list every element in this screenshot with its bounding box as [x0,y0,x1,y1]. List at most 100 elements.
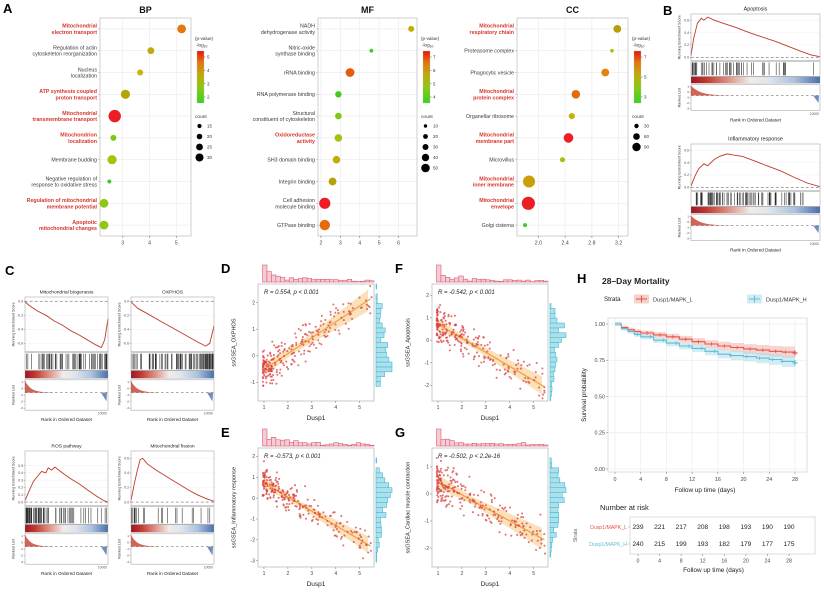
svg-text:5: 5 [358,571,361,577]
svg-text:20: 20 [207,134,213,139]
svg-text:0: 0 [426,338,429,344]
svg-text:50: 50 [433,166,439,171]
svg-text:protein complex: protein complex [473,95,514,101]
svg-text:3: 3 [484,405,487,411]
svg-text:3: 3 [484,571,487,577]
svg-text:-2: -2 [126,400,129,404]
svg-text:40: 40 [433,155,439,160]
svg-text:Structural: Structural [292,111,315,117]
svg-text:20: 20 [743,559,749,565]
svg-text:OXPHOS: OXPHOS [162,290,184,296]
svg-text:Apoptotic: Apoptotic [72,220,97,226]
svg-text:Phagocytic vesicle: Phagocytic vesicle [470,70,514,76]
svg-text:RNA polymerase binding: RNA polymerase binding [257,92,315,98]
svg-text:Apoptosis: Apoptosis [744,7,768,13]
svg-text:Mitochondrial: Mitochondrial [62,111,97,117]
svg-text:1: 1 [426,465,429,471]
svg-text:Mitochondrial: Mitochondrial [479,133,514,139]
svg-text:-3: -3 [126,560,129,564]
svg-text:Dusp1/MAPK_L: Dusp1/MAPK_L [590,525,627,531]
svg-text:ssGSEA_Inflammatory response: ssGSEA_Inflammatory response [232,467,238,548]
svg-text:-1: -1 [20,547,23,551]
svg-text:-2: -2 [425,546,430,552]
svg-text:24: 24 [766,477,772,483]
svg-text:0.0: 0.0 [684,186,689,190]
svg-text:Nucleus: Nucleus [78,67,97,73]
svg-text:Mitochondrial: Mitochondrial [479,198,514,204]
svg-text:190: 190 [783,524,794,531]
svg-text:28–Day Mortality: 28–Day Mortality [602,276,670,286]
svg-text:Mitochondrion: Mitochondrion [60,133,97,139]
svg-text:Regulation of mitochondrial: Regulation of mitochondrial [27,198,98,204]
svg-text:Ranked List: Ranked List [12,385,16,404]
svg-text:0: 0 [21,540,23,544]
svg-text:Mitochondrial: Mitochondrial [62,24,97,30]
svg-text:Golgi cisterna: Golgi cisterna [482,223,514,229]
svg-text:0.0: 0.0 [18,299,23,303]
svg-text:0: 0 [614,477,617,483]
svg-text:0.0: 0.0 [18,500,23,504]
svg-text:membrane part: membrane part [476,139,515,145]
scatter-E: R = -0.573, p < 0.001 1 2 3 4 5 2 1 0 -1 -2 -3 Dusp1… [232,428,393,588]
svg-text:MF: MF [361,5,374,15]
svg-text:5: 5 [207,55,210,60]
svg-text:Dusp1/MAPK_L: Dusp1/MAPK_L [653,298,693,304]
svg-text:193: 193 [697,541,708,548]
svg-text:10000: 10000 [810,242,819,246]
svg-text:R = -0.502, p < 2.2e-16: R = -0.502, p < 2.2e-16 [438,454,501,460]
svg-text:-3: -3 [126,406,129,410]
svg-text:4: 4 [639,477,642,483]
scatter-F: R = -0.542, p < 0.001 1 2 3 4 5 2 1 0 -1 -2 Dusp1 ss… [406,264,567,422]
panel-label-e: E [221,425,230,440]
svg-text:6: 6 [433,68,436,73]
svg-text:-2: -2 [251,538,256,544]
svg-text:0.25: 0.25 [595,431,606,437]
svg-text:0.2: 0.2 [124,486,129,490]
svg-text:12: 12 [700,559,706,565]
svg-text:177: 177 [762,541,773,548]
svg-text:ROS pathway: ROS pathway [51,444,82,450]
svg-text:count: count [632,114,644,120]
svg-text:Follow up time (days): Follow up time (days) [675,487,736,494]
svg-text:1: 1 [426,315,429,321]
scatter-G: R = -0.502, p < 2.2e-16 1 2 3 4 5 1 0 -1 -2 Dusp1 s… [406,428,567,588]
svg-text:1: 1 [263,405,266,411]
svg-text:-2: -2 [126,554,129,558]
svg-text:4: 4 [334,571,337,577]
panel-label-b: B [663,3,673,18]
svg-text:3: 3 [121,241,124,247]
svg-text:Running Enrichment Score: Running Enrichment Score [118,456,122,500]
svg-text:2: 2 [207,95,210,100]
svg-text:90: 90 [644,145,650,150]
svg-text:4: 4 [207,68,210,73]
svg-text:4: 4 [508,571,511,577]
svg-text:10000: 10000 [204,566,213,570]
svg-text:R = 0.554, p < 0.001: R = 0.554, p < 0.001 [264,290,319,296]
svg-text:3.2: 3.2 [615,241,622,247]
svg-text:dehydrogenase activity: dehydrogenase activity [261,30,316,36]
svg-text:1: 1 [21,534,23,538]
svg-text:envelope: envelope [491,204,514,210]
svg-text:-3: -3 [20,560,23,564]
svg-text:3: 3 [339,241,342,247]
svg-text:-1: -1 [686,226,689,230]
svg-text:-1: -1 [686,96,689,100]
svg-text:Follow up time (days): Follow up time (days) [683,567,744,574]
svg-text:-log10: -log10 [633,43,645,49]
gsea-C_fission: Mitochondrial fission 0.6 0.4 0.2 0.0Running… [118,444,215,576]
svg-text:Running Enrichment Score: Running Enrichment Score [118,302,122,346]
svg-text:Membrane budding: Membrane budding [51,158,97,164]
svg-text:Rank in Ordered Dataset: Rank in Ordered Dataset [41,417,93,422]
svg-text:5: 5 [532,405,535,411]
svg-text:Dusp1: Dusp1 [307,581,326,588]
svg-text:-3: -3 [251,558,256,564]
svg-text:0.0: 0.0 [124,500,129,504]
svg-text:30: 30 [644,124,650,129]
svg-text:0: 0 [127,386,129,390]
svg-text:20: 20 [433,134,439,139]
svg-text:15: 15 [207,124,213,129]
svg-text:5: 5 [358,405,361,411]
svg-text:Running Enrichment Score: Running Enrichment Score [678,145,682,189]
